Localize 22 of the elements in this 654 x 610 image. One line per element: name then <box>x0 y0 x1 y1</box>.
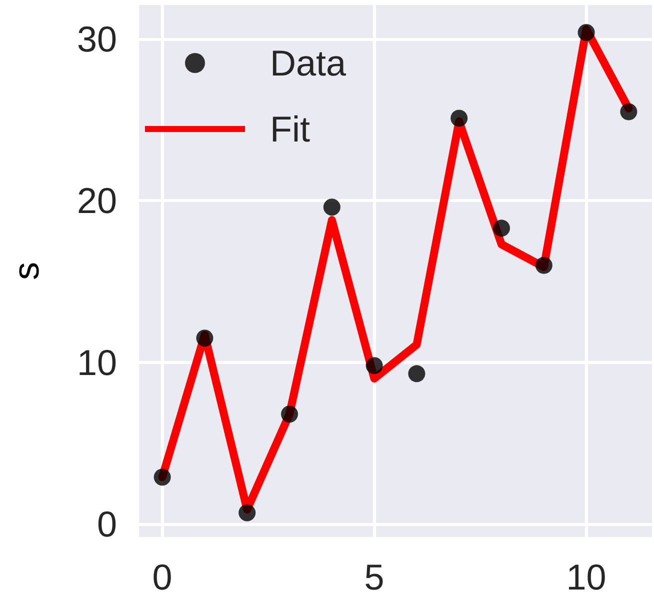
y-tick-label: 0 <box>96 504 117 545</box>
point <box>408 365 426 382</box>
point <box>450 110 468 127</box>
y-axis-title: s <box>6 262 46 280</box>
point <box>323 198 340 216</box>
point <box>620 103 638 120</box>
x-tick-label: 5 <box>364 556 384 598</box>
y-tick-label: 10 <box>76 342 117 383</box>
point <box>196 330 214 347</box>
legend-label: Fit <box>270 108 310 150</box>
point <box>366 357 383 374</box>
point <box>281 406 298 423</box>
x-tick-label: 10 <box>566 556 606 598</box>
y-tick-label: 30 <box>76 18 117 60</box>
point <box>154 468 171 486</box>
point <box>535 256 552 274</box>
legend-label: Data <box>270 42 348 84</box>
x-tick-label: 0 <box>152 556 172 598</box>
y-tick-label: 20 <box>76 180 117 222</box>
point <box>493 220 510 237</box>
point <box>238 504 256 522</box>
point <box>578 24 595 41</box>
